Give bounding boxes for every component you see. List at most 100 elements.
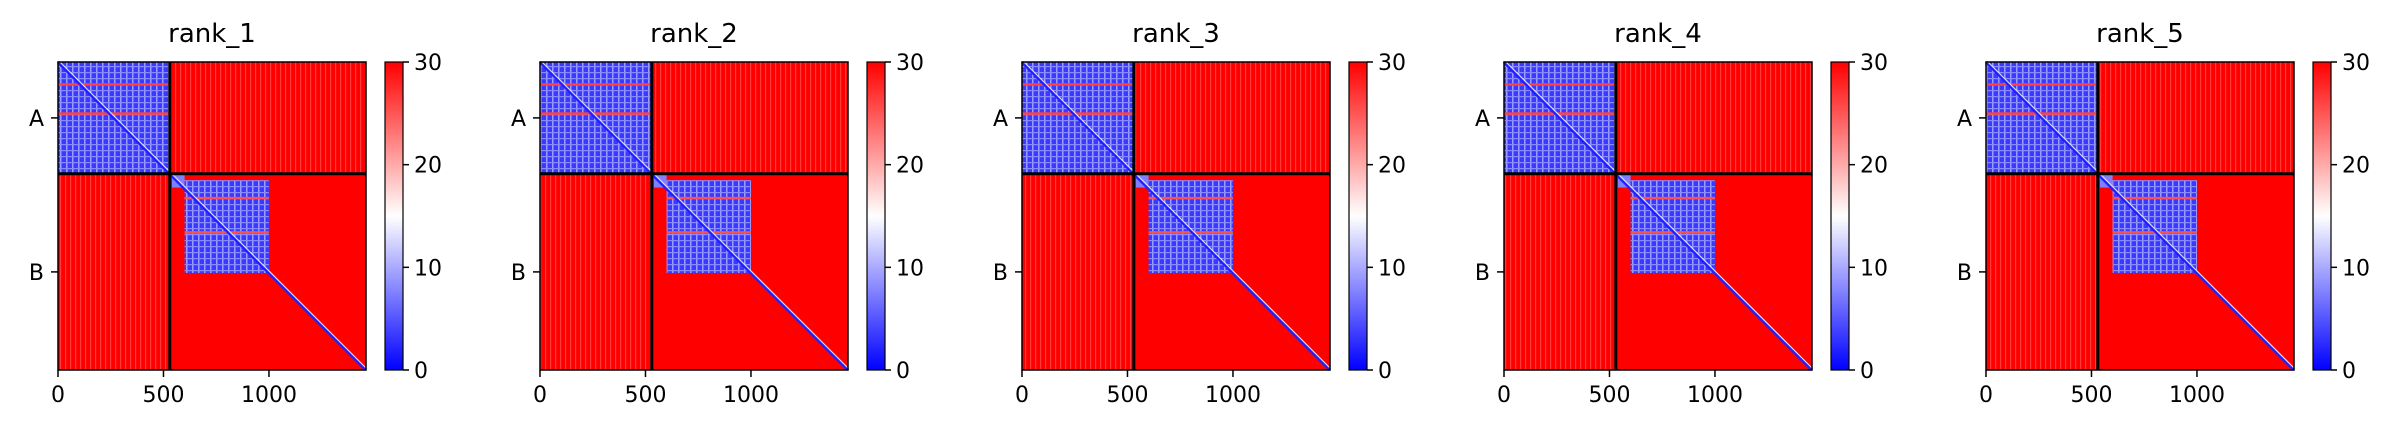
chain-a-stripe: [58, 83, 170, 86]
colorbar-tick-label: 0: [1378, 359, 1392, 384]
x-tick-label: 0: [51, 383, 65, 408]
diagonal-highlight: [1987, 61, 2295, 369]
x-tick-label: 1000: [2169, 383, 2225, 408]
x-tick-label: 1000: [1687, 383, 1743, 408]
diagonal: [1020, 60, 1332, 372]
plot-frame: [57, 61, 367, 371]
colorbar-tick-label: 10: [896, 256, 924, 281]
colorbar: [384, 61, 404, 371]
x-tick-label: 500: [1106, 383, 1148, 408]
colorbar-tick-label: 20: [2342, 154, 2370, 179]
panel-5: rank_5 A B 0 500 1000 0 10 20 30: [1957, 19, 2370, 408]
x-tick-label: 500: [2070, 383, 2112, 408]
diagonal-highlight: [59, 61, 367, 369]
offdiag-block-ba: [1504, 173, 1616, 370]
colorbar-tick-label: 20: [1378, 154, 1406, 179]
colorbar-tick-label: 30: [414, 51, 442, 76]
x-tick-label: 1000: [241, 383, 297, 408]
panel-title: rank_1: [168, 19, 256, 49]
y-tick-label: B: [1475, 261, 1490, 286]
diagonal-highlight: [1505, 61, 1813, 369]
plot-frame: [1503, 61, 1813, 371]
offdiag-block-ab: [1615, 62, 1812, 174]
diagonal: [1984, 60, 2296, 372]
x-tick-label: 0: [1497, 383, 1511, 408]
chain-a-stripe: [540, 112, 652, 115]
colorbar: [1830, 61, 1850, 371]
colorbar-tick-label: 0: [896, 359, 910, 384]
chain-a-stripe: [540, 83, 652, 86]
colorbar-tick-label: 30: [1378, 51, 1406, 76]
y-tick-label: A: [1475, 107, 1490, 132]
colorbar-tick-label: 10: [414, 256, 442, 281]
y-tick-label: B: [993, 261, 1008, 286]
colorbar-tick-label: 30: [2342, 51, 2370, 76]
colorbar-tick-label: 10: [2342, 256, 2370, 281]
x-tick-label: 1000: [723, 383, 779, 408]
colorbar-tick-label: 10: [1378, 256, 1406, 281]
panel-title: rank_4: [1614, 19, 1702, 49]
chain-b-stripe: [2112, 196, 2197, 200]
offdiag-block-ba: [1022, 173, 1134, 370]
y-tick-label: A: [511, 107, 526, 132]
y-tick-label: A: [29, 107, 44, 132]
chain-b-stripe: [1630, 196, 1715, 200]
diagonal-highlight: [1023, 61, 1331, 369]
chain-a-stripe: [1986, 112, 2098, 115]
chain-a-stripe: [1986, 83, 2098, 86]
panel-title: rank_2: [650, 19, 738, 49]
x-tick-label: 500: [624, 383, 666, 408]
x-tick-label: 500: [142, 383, 184, 408]
colorbar: [2312, 61, 2332, 371]
y-tick-label: A: [1957, 107, 1972, 132]
colorbar-tick-label: 20: [896, 154, 924, 179]
offdiag-block-ab: [2097, 62, 2294, 174]
y-tick-label: B: [1957, 261, 1972, 286]
diagonal: [538, 60, 850, 372]
colorbar-tick-label: 0: [1860, 359, 1874, 384]
chain-b-stripe: [184, 196, 269, 200]
y-tick-label: A: [993, 107, 1008, 132]
panel-4: rank_4 A B 0 500 1000 0 10 20 30: [1475, 19, 1888, 408]
chain-a-stripe: [1504, 83, 1616, 86]
colorbar-tick-label: 0: [2342, 359, 2356, 384]
panel-3: rank_3 A B 0 500 1000 0 10 20 30: [993, 19, 1406, 408]
chain-a-stripe: [1022, 112, 1134, 115]
colorbar-tick-label: 10: [1860, 256, 1888, 281]
chain-a-stripe: [58, 112, 170, 115]
colorbar: [866, 61, 886, 371]
offdiag-block-ab: [169, 62, 366, 174]
x-tick-label: 0: [1015, 383, 1029, 408]
colorbar-tick-label: 30: [896, 51, 924, 76]
offdiag-block-ba: [1986, 173, 2098, 370]
panel-title: rank_5: [2096, 19, 2184, 49]
colorbar: [1348, 61, 1368, 371]
diagonal: [1502, 60, 1814, 372]
chain-a-stripe: [1504, 112, 1616, 115]
x-tick-label: 0: [1979, 383, 1993, 408]
plot-frame: [539, 61, 849, 371]
panel-2: rank_2 A B 0 500 1000 0 10 20 30: [511, 19, 924, 408]
colorbar-tick-label: 20: [414, 154, 442, 179]
y-tick-label: B: [511, 261, 526, 286]
panel-1: rank_1 A B 0 500 1000 0 10 20 30: [29, 19, 442, 408]
plot-frame: [1021, 61, 1331, 371]
x-tick-label: 0: [533, 383, 547, 408]
x-tick-label: 500: [1588, 383, 1630, 408]
offdiag-block-ba: [540, 173, 652, 370]
plot-frame: [1985, 61, 2295, 371]
offdiag-block-ab: [651, 62, 848, 174]
y-tick-label: B: [29, 261, 44, 286]
colorbar-tick-label: 0: [414, 359, 428, 384]
diagonal: [56, 60, 368, 372]
chain-b-stripe: [666, 196, 751, 200]
offdiag-block-ab: [1133, 62, 1330, 174]
chain-a-stripe: [1022, 83, 1134, 86]
diagonal-highlight: [541, 61, 849, 369]
panel-title: rank_3: [1132, 19, 1220, 49]
offdiag-block-ba: [58, 173, 170, 370]
x-tick-label: 1000: [1205, 383, 1261, 408]
colorbar-tick-label: 20: [1860, 154, 1888, 179]
colorbar-tick-label: 30: [1860, 51, 1888, 76]
